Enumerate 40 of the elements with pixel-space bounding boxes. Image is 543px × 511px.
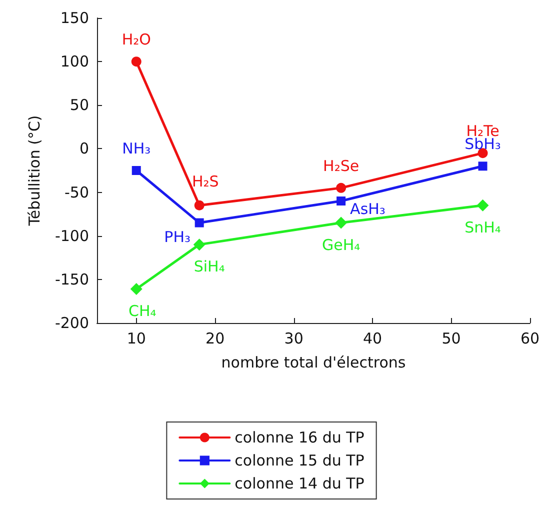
y-tick-label: 100 [60,52,89,71]
y-tick-label: -150 [54,270,89,288]
point [194,218,204,228]
y-tick-label: 0 [79,140,89,158]
x-tick-label: 10 [126,330,146,348]
annotation: H₂Se [323,156,360,175]
annotation: AsH₃ [350,200,386,218]
x-tick-label: 20 [206,330,225,348]
x-tick-label: 40 [363,330,382,348]
annotation: PH₃ [164,228,191,246]
y-axis-title: Tébullition (°C) [26,115,44,227]
annotation: GeH₄ [322,236,360,254]
annotation: H₂O [122,30,151,49]
x-tick-label: 30 [284,330,304,348]
legend-label: colonne 15 du TP [234,452,364,470]
x-axis-title: nombre total d'électrons [221,354,406,372]
y-tick-label: -100 [54,226,89,245]
point [194,200,204,210]
legend-label: colonne 16 du TP [234,428,364,446]
y-tick-label: 150 [60,9,89,27]
point [130,283,142,296]
point [131,56,142,67]
x-tick-label: 50 [442,330,461,348]
annotation: NH₃ [122,140,151,158]
annotation: SiH₄ [194,258,225,276]
y-tick-label: 50 [70,96,89,114]
y-tick-label: -200 [54,314,89,332]
point [335,216,348,229]
y-tick-label: -50 [64,183,89,202]
legend-label: colonne 14 du TP [234,474,364,492]
annotation: H₂S [192,172,219,190]
annotation: SnH₄ [464,218,501,236]
point [478,162,488,171]
point [336,182,346,193]
point [132,166,141,175]
point [193,238,206,251]
x-tick-label: 60 [520,330,540,348]
point [476,199,489,212]
annotation: CH₄ [128,302,156,320]
point [336,196,346,206]
